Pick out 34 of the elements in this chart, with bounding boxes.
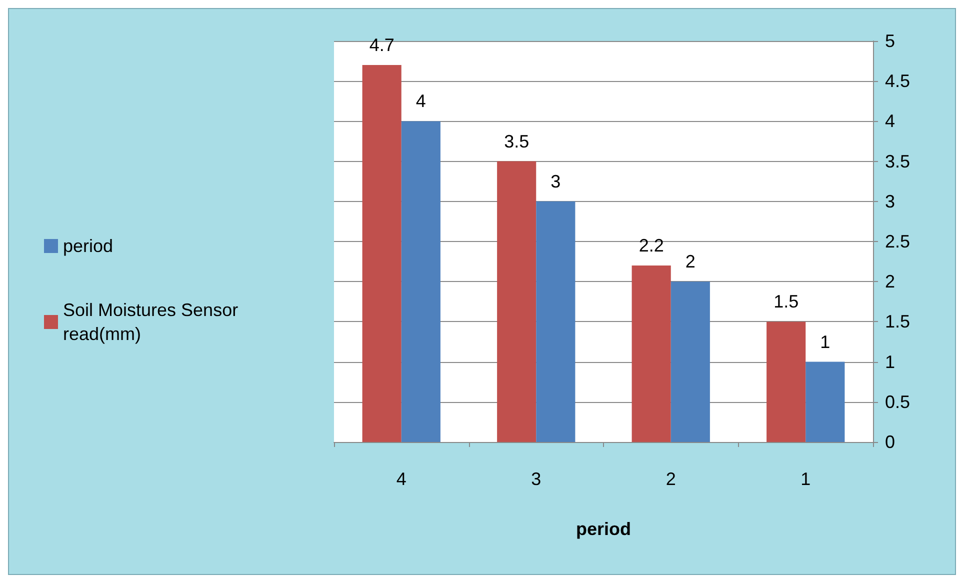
bar (536, 201, 576, 442)
y-tick-label: 1.5 (885, 312, 910, 332)
x-tick-label: 3 (531, 469, 542, 489)
data-label: 2 (685, 252, 696, 272)
y-tick-label: 5 (885, 31, 896, 51)
x-tick-label: 2 (666, 469, 676, 489)
x-tick-label: 1 (800, 469, 811, 489)
data-label: 1.5 (774, 292, 799, 312)
bar (497, 161, 536, 442)
data-label: 1 (820, 332, 830, 352)
data-label: 3 (550, 171, 561, 192)
y-tick-label: 2.5 (885, 232, 910, 252)
y-tick-label: 3 (885, 191, 896, 212)
y-tick-label: 1 (885, 352, 896, 372)
bar (766, 322, 806, 442)
y-tick-label: 0.5 (885, 392, 910, 412)
data-label: 2.2 (638, 236, 664, 256)
data-label: 4 (416, 91, 426, 112)
bar (806, 362, 845, 442)
bar (401, 121, 440, 442)
x-tick-label: 4 (396, 469, 406, 489)
y-tick-label: 0 (885, 432, 896, 452)
y-tick-label: 3.5 (885, 151, 910, 172)
bar (362, 65, 402, 442)
legend-label: Soil Moistures Sensor read(mm) (63, 300, 244, 344)
y-tick-label: 2 (885, 272, 896, 292)
data-label: 3.5 (504, 131, 530, 152)
y-tick-label: 4 (885, 111, 896, 132)
data-label: 4.7 (369, 35, 394, 56)
x-axis-title: period (576, 519, 632, 539)
bar (632, 266, 671, 442)
y-tick-label: 4.5 (885, 71, 910, 92)
legend-label: period (63, 236, 114, 256)
bar (670, 282, 710, 442)
